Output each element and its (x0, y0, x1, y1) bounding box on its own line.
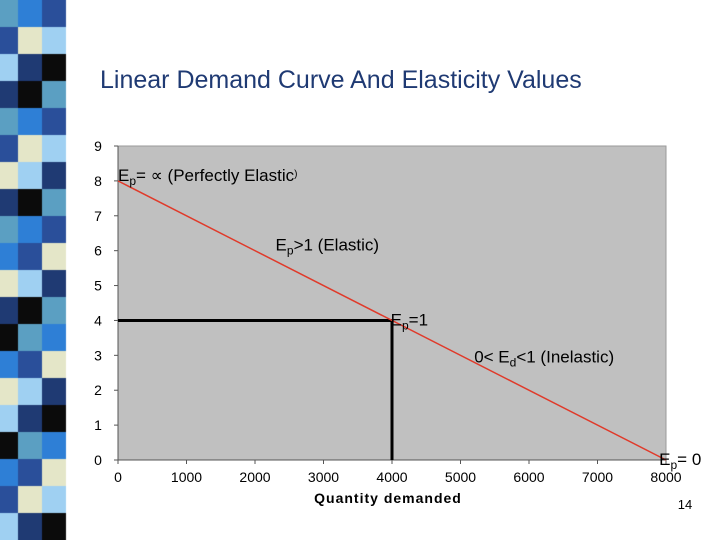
y-tick-label: 1 (94, 417, 102, 433)
annotation-part: p (402, 319, 409, 333)
annotation-part: E (391, 311, 402, 330)
x-tick-label: 8000 (650, 469, 681, 485)
annotation-part: = ∝ (Perfectly Elastic (136, 166, 295, 185)
annotation-part: E (276, 236, 287, 255)
y-tick-labels: 0 1 2 3 4 5 6 7 8 9 (94, 138, 102, 468)
elasticity-annotation: Ep>1 (Elastic) (276, 236, 380, 258)
page-number: 14 (677, 497, 693, 512)
y-tick-label: 9 (94, 138, 102, 154)
reference-lines (118, 318, 394, 460)
x-tick-label: 1000 (171, 469, 202, 485)
x-tick-labels: 0 1000 2000 3000 4000 5000 6000 7000 8000 (114, 469, 682, 485)
slide-title: Linear Demand Curve And Elasticity Value… (100, 66, 582, 94)
annotation-part: <1 (Inelastic) (516, 347, 614, 366)
decorative-color-strip (0, 0, 70, 540)
annotation-part: E (659, 450, 670, 469)
x-tick-label: 0 (114, 469, 122, 485)
elasticity-annotation: Ep= ∝ (Perfectly Elastic) (118, 166, 297, 188)
annotation-part: d (510, 355, 517, 369)
x-tick-label: 3000 (308, 469, 339, 485)
y-tick-label: 0 (94, 452, 102, 468)
elasticity-annotation: Ep=1 (391, 311, 428, 333)
y-tick-label: 7 (94, 208, 102, 224)
annotations: Ep= ∝ (Perfectly Elastic)Ep>1 (Elastic)E… (118, 166, 701, 472)
x-tick-label: 2000 (239, 469, 270, 485)
x-axis-label: Quantity demanded (314, 490, 462, 506)
x-tick-label: 4000 (376, 469, 407, 485)
annotation-part: p (129, 174, 136, 188)
annotation-part: E (118, 166, 129, 185)
annotation-part: =1 (409, 311, 428, 330)
y-tick-label: 2 (94, 382, 102, 398)
y-tick-label: 6 (94, 243, 102, 259)
series-group (117, 180, 667, 461)
y-tick-label: 4 (94, 312, 102, 328)
elasticity-annotation: Ep= 0 (659, 450, 701, 472)
x-tick-label: 5000 (445, 469, 476, 485)
annotation-part: = 0 (677, 450, 701, 469)
y-tick-label: 5 (94, 278, 102, 294)
y-tick-label: 3 (94, 347, 102, 363)
annotation-part: p (670, 458, 677, 472)
demand-curve-line (117, 180, 667, 461)
annotation-part: p (287, 244, 294, 258)
elasticity-annotation: 0< Ed<1 (Inelastic) (474, 347, 614, 369)
y-tick-label: 8 (94, 173, 102, 189)
x-tick-label: 7000 (582, 469, 613, 485)
annotation-part: ) (294, 169, 297, 180)
annotation-part: >1 (Elastic) (294, 236, 380, 255)
x-tick-label: 6000 (513, 469, 544, 485)
annotation-part: 0< E (474, 347, 509, 366)
